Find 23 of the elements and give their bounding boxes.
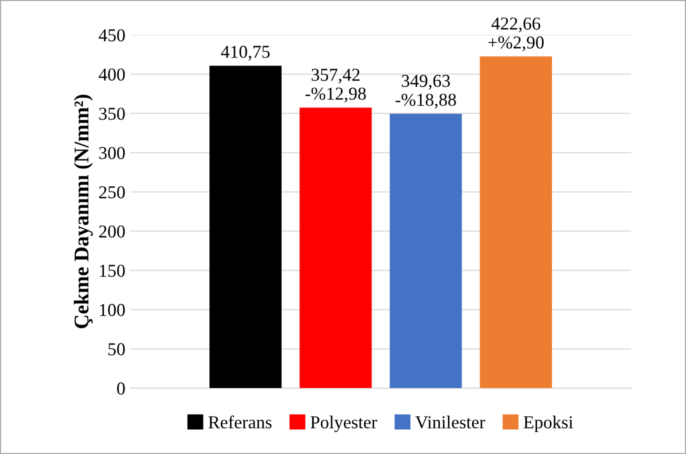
y-axis-title: Çekme Dayanımı (N/mm²) <box>74 94 93 328</box>
y-tick-label: 250 <box>99 186 125 198</box>
bar <box>300 108 372 388</box>
data-label: 357,42 -%12,98 <box>305 68 366 102</box>
bar <box>390 114 462 388</box>
data-label: 422,66 +%2,90 <box>488 18 544 52</box>
y-tick-label: 100 <box>100 304 125 316</box>
y-tick-label: 0 <box>117 382 125 395</box>
data-label: 349,63 -%18,88 <box>396 74 456 109</box>
bar <box>209 66 282 388</box>
y-tick-label: 150 <box>100 264 125 277</box>
y-tick-label: 350 <box>99 108 125 120</box>
legend-label: Polyester <box>310 416 378 432</box>
legend-label: Vinilester <box>415 416 486 428</box>
y-tick-label: 200 <box>99 225 125 238</box>
data-label: 410,75 <box>221 46 270 61</box>
y-tick-label: 450 <box>98 29 125 42</box>
legend-label: Epoksi <box>524 416 574 432</box>
y-tick-label: 300 <box>99 146 125 160</box>
y-tick-label: 400 <box>98 68 125 81</box>
legend-label: Referans <box>208 415 272 428</box>
bar <box>480 56 552 388</box>
y-tick-label: 50 <box>108 343 125 356</box>
